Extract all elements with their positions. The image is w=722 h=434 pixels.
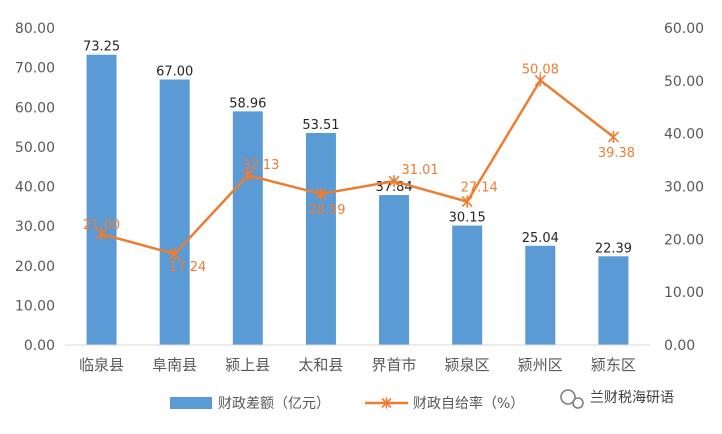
legend-label: 财政差额（亿元） — [218, 396, 330, 412]
category-label: 界首市 — [372, 356, 417, 374]
line-data-label: 21.00 — [83, 218, 120, 233]
bar — [379, 195, 410, 345]
left-axis-tick-label: 80.00 — [15, 21, 55, 37]
right-axis-tick-label: 0.00 — [664, 338, 695, 354]
right-axis-tick-label: 10.00 — [664, 285, 704, 301]
right-y-axis: 0.00 10.00 20.00 30.00 40.00 50.00 60.00 — [664, 21, 704, 354]
watermark-icon — [560, 389, 584, 409]
line-data-label: 17.24 — [169, 260, 206, 275]
line-point-marker — [607, 130, 620, 143]
left-axis-tick-label: 0.00 — [24, 338, 55, 354]
bar-data-label: 73.25 — [83, 40, 120, 55]
watermark-text: 兰财税海研语 — [590, 390, 674, 406]
legend: 财政差额（亿元） 财政自给率（%） — [170, 395, 524, 412]
line-point-marker — [169, 247, 181, 260]
left-axis-tick-label: 20.00 — [15, 259, 55, 275]
right-axis-tick-label: 30.00 — [664, 180, 704, 196]
category-label: 临泉县 — [79, 356, 124, 374]
bar — [159, 79, 190, 345]
line-data-label: 27.14 — [461, 181, 498, 196]
watermark: 兰财税海研语 — [560, 389, 674, 409]
x-axis-categories: 临泉县 阜南县 颍上县 太和县 界首市 颍泉区 颍州区 颍东区 — [79, 356, 636, 374]
bar — [86, 54, 117, 345]
line-path — [101, 79, 615, 256]
left-axis-tick-label: 60.00 — [15, 100, 55, 116]
legend-swatch-bar — [170, 397, 212, 409]
left-axis-tick-label: 50.00 — [15, 140, 55, 156]
bar — [598, 256, 629, 345]
line-data-label: 32.13 — [242, 158, 279, 173]
bar-data-label: 25.04 — [522, 231, 559, 246]
line-data-label: 50.08 — [522, 62, 559, 77]
left-axis-tick-label: 40.00 — [15, 180, 55, 196]
bar — [232, 111, 263, 345]
line-data-label: 28.59 — [308, 203, 345, 218]
line-point-marker — [315, 187, 327, 200]
right-axis-tick-label: 40.00 — [664, 127, 704, 143]
category-label: 颍州区 — [518, 356, 563, 374]
left-y-axis: 0.00 10.00 20.00 30.00 40.00 50.00 60.00 70.00 8… — [15, 21, 55, 354]
category-label: 颍泉区 — [445, 356, 490, 374]
line-point-marker — [388, 175, 400, 188]
bar — [525, 245, 556, 345]
category-label: 颍东区 — [591, 356, 636, 374]
bar — [305, 132, 336, 345]
left-axis-tick-label: 70.00 — [15, 61, 55, 77]
bar-data-label: 58.96 — [229, 96, 266, 111]
category-label: 太和县 — [298, 356, 343, 374]
line-series: 21.00 17.24 32.13 28.59 31.01 27.14 50.08 39.38 — [83, 62, 635, 275]
left-axis-tick-label: 10.00 — [15, 298, 55, 314]
right-axis-tick-label: 20.00 — [664, 232, 704, 248]
line-point-marker — [242, 169, 254, 182]
bar-data-label: 30.15 — [449, 211, 486, 226]
left-axis-tick-label: 30.00 — [15, 219, 55, 235]
line-point-marker — [461, 195, 473, 208]
line-point-marker — [95, 228, 108, 241]
line-point-marker — [534, 74, 546, 87]
legend-label: 财政自给率（%） — [413, 395, 524, 412]
category-label: 阜南县 — [152, 356, 197, 374]
right-axis-tick-label: 60.00 — [664, 21, 704, 37]
category-label: 颍上县 — [225, 356, 270, 374]
right-axis-tick-label: 50.00 — [664, 74, 704, 90]
bar-data-label: 67.00 — [156, 65, 193, 80]
bar-data-label: 22.39 — [595, 241, 632, 256]
line-data-label: 39.38 — [598, 146, 635, 161]
bar-data-label: 53.51 — [302, 118, 339, 133]
bar — [452, 225, 483, 345]
line-data-label: 31.01 — [401, 163, 438, 178]
